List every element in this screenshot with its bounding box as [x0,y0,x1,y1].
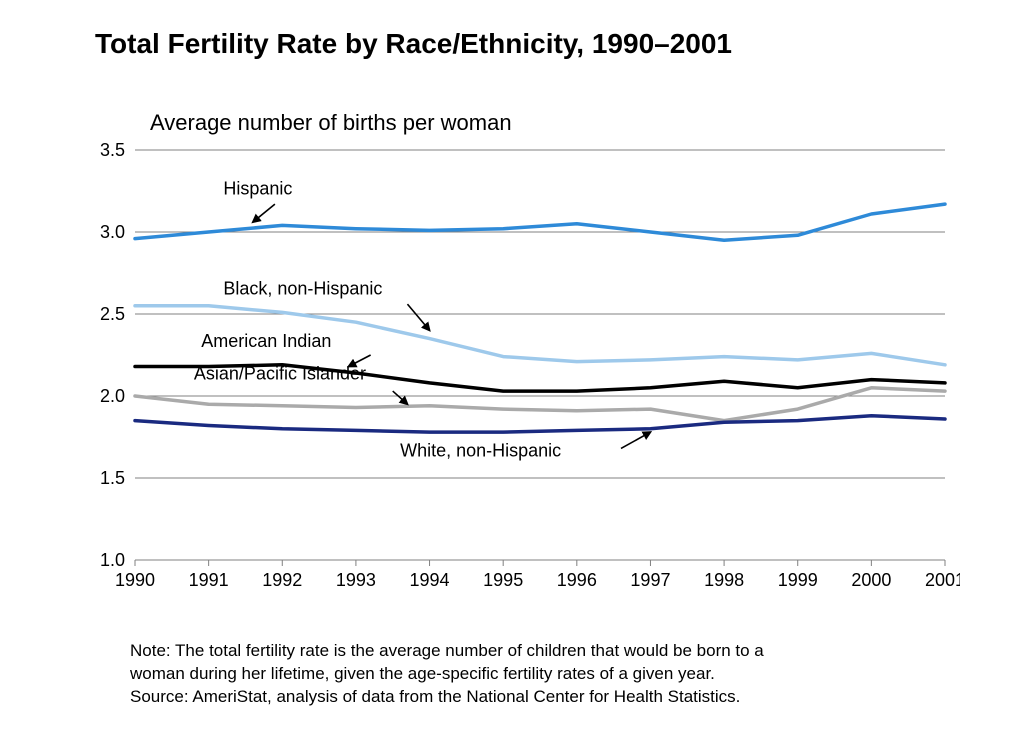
series-label: Hispanic [223,178,292,198]
label-arrow [621,432,650,448]
x-tick-label: 1992 [262,570,302,590]
series-label: White, non-Hispanic [400,441,561,461]
x-tick-label: 1990 [115,570,155,590]
chart-area: 1.0 1.5 2.0 2.5 3.0 3.5 1990 1991 1992 1993 1994 19… [80,140,960,600]
x-tick-label: 2001 [925,570,960,590]
y-tick-label: 1.5 [100,468,125,488]
x-tick-label: 1999 [778,570,818,590]
y-tick-label: 3.5 [100,140,125,160]
label-arrow [253,204,275,222]
note-line-1: Note: The total fertility rate is the av… [130,640,870,663]
chart-footnote: Note: The total fertility rate is the av… [130,640,870,709]
x-tick-label: 1995 [483,570,523,590]
label-arrow [393,391,408,404]
series-label: Asian/Pacific Islander [194,364,366,384]
series-label: American Indian [201,331,331,351]
series-line [135,416,945,432]
y-tick-label: 2.5 [100,304,125,324]
y-tick-label: 2.0 [100,386,125,406]
x-tick-label: 1991 [189,570,229,590]
series-label: Black, non-Hispanic [223,278,382,298]
x-tick-label: 1993 [336,570,376,590]
x-tick-label: 1996 [557,570,597,590]
x-tick-label: 1994 [410,570,450,590]
line-chart-svg: 1.0 1.5 2.0 2.5 3.0 3.5 1990 1991 1992 1993 1994 19… [80,140,960,600]
x-tick-label: 2000 [851,570,891,590]
x-tick-label: 1998 [704,570,744,590]
chart-subtitle: Average number of births per woman [150,110,512,136]
series-line [135,204,945,240]
y-tick-label: 3.0 [100,222,125,242]
x-tick-label: 1997 [630,570,670,590]
label-arrow [407,304,429,330]
source-line: Source: AmeriStat, analysis of data from… [130,686,870,709]
y-tick-label: 1.0 [100,550,125,570]
chart-title: Total Fertility Rate by Race/Ethnicity, … [95,28,732,60]
note-line-2: woman during her lifetime, given the age… [130,663,870,686]
